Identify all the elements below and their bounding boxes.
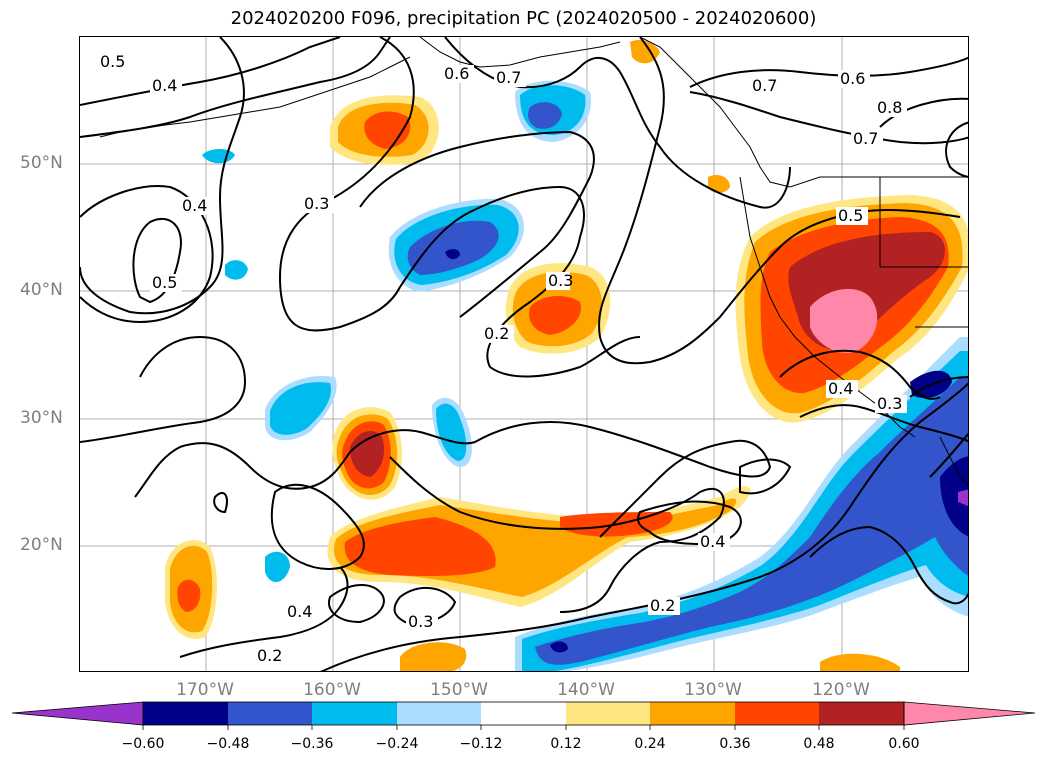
map-panel: 0.5 0.4 0.6 0.7 0.7 0.6 0.8 0.7 0.3 0.4 … <box>79 36 969 672</box>
colorbar-tick: −0.12 <box>459 736 503 752</box>
contour-label: 0.4 <box>828 379 853 398</box>
lon-label-140w: 140°W <box>557 680 615 700</box>
contour-label: 0.5 <box>152 273 177 292</box>
contour-label: 0.4 <box>152 76 177 95</box>
map-canvas: 0.5 0.4 0.6 0.7 0.7 0.6 0.8 0.7 0.3 0.4 … <box>80 37 968 671</box>
lon-label-130w: 130°W <box>684 680 742 700</box>
lon-label-120w: 120°W <box>812 680 870 700</box>
colorbar-tick: 0.48 <box>803 736 835 752</box>
colorbar-tick: 0.24 <box>634 736 666 752</box>
colorbar-bin <box>819 702 904 725</box>
colorbar-tick: −0.24 <box>375 736 419 752</box>
colorbar-bin <box>397 702 481 725</box>
map-title: 2024020200 F096, precipitation PC (20240… <box>230 8 817 29</box>
contour-label: 0.3 <box>548 271 573 290</box>
contour-label: 0.4 <box>182 196 207 215</box>
colorbar-bin <box>566 702 650 725</box>
colorbar-bin <box>735 702 819 725</box>
contour-label: 0.4 <box>287 602 312 621</box>
contour-label: 0.7 <box>853 129 878 148</box>
contour-label: 0.7 <box>752 76 777 95</box>
colorbar-bin <box>650 702 735 725</box>
colorbar <box>11 701 1036 730</box>
lon-label-170w: 170°W <box>176 680 234 700</box>
contour-label: 0.6 <box>444 64 469 83</box>
colorbar-tick: 0.60 <box>888 736 920 752</box>
contour-label: 0.3 <box>877 394 902 413</box>
lat-label-20n: 20°N <box>20 535 63 555</box>
colorbar-extend-max <box>903 701 1036 726</box>
contour-label: 0.6 <box>840 69 865 88</box>
contour-label: 0.5 <box>100 52 125 71</box>
contour-label: 0.3 <box>408 612 433 631</box>
contour-label-group: 0.5 0.4 0.6 0.7 0.7 0.6 0.8 0.7 0.3 0.4 … <box>98 52 907 665</box>
contour-label: 0.7 <box>496 68 521 87</box>
contour-label: 0.5 <box>838 206 863 225</box>
colorbar-tick: −0.60 <box>121 736 165 752</box>
colorbar-bin <box>143 702 228 725</box>
lat-label-40n: 40°N <box>20 280 63 300</box>
lat-label-50n: 50°N <box>20 153 63 173</box>
colorbar-tick: 0.36 <box>719 736 751 752</box>
colorbar-bin <box>312 702 397 725</box>
lat-label-30n: 30°N <box>20 408 63 428</box>
colorbar-tick: 0.12 <box>550 736 582 752</box>
contour-label: 0.4 <box>700 532 725 551</box>
colorbar-tick: −0.36 <box>290 736 334 752</box>
lon-label-150w: 150°W <box>430 680 488 700</box>
lon-label-160w: 160°W <box>303 680 361 700</box>
contour-label: 0.2 <box>484 324 509 343</box>
contour-label: 0.2 <box>257 646 282 665</box>
colorbar-bin <box>228 702 312 725</box>
negative-precip-anomalies <box>202 80 968 671</box>
contour-label: 0.3 <box>304 194 329 213</box>
colorbar-tick: −0.48 <box>206 736 250 752</box>
colorbar-extend-min <box>11 701 144 726</box>
contour-label: 0.2 <box>650 596 675 615</box>
colorbar-bin <box>481 702 566 725</box>
contour-label: 0.8 <box>877 98 902 117</box>
